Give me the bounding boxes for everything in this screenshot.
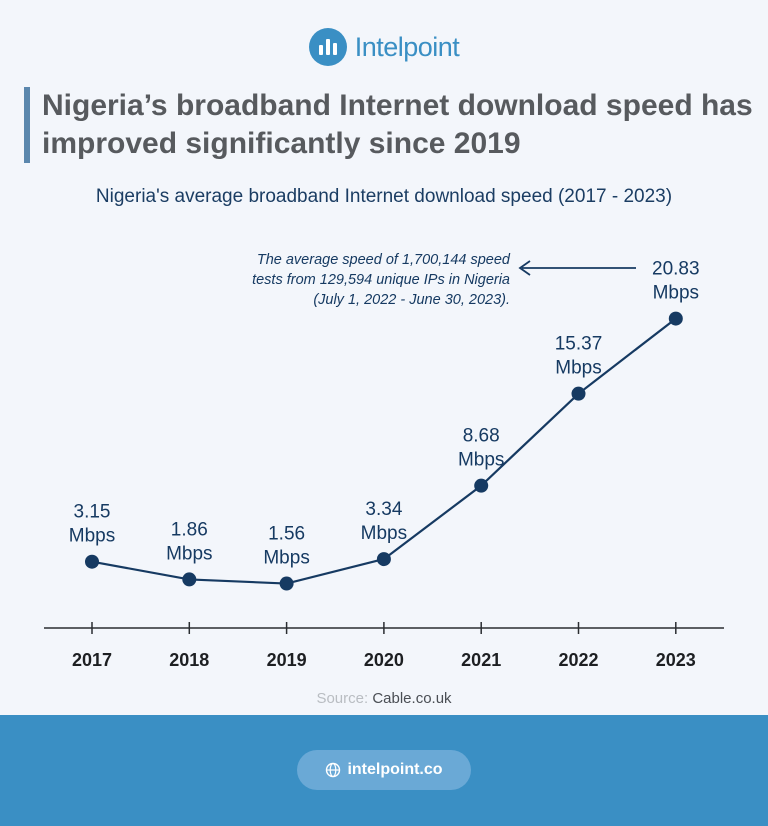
x-tick-label: 2018: [169, 650, 209, 670]
website-url: intelpoint.co: [347, 761, 443, 778]
data-point: [376, 552, 391, 567]
data-label-value: 20.83: [652, 259, 700, 280]
data-label-value: 3.15: [74, 502, 111, 523]
source-label: Source:: [316, 690, 369, 707]
data-label-value: 3.34: [365, 499, 402, 520]
x-tick-label: 2022: [558, 650, 598, 670]
annotation-arrowhead: [518, 260, 531, 276]
data-point: [571, 386, 586, 401]
data-point: [474, 478, 489, 493]
brand-name: Intelpoint: [354, 31, 460, 62]
data-label-value: 15.37: [555, 334, 603, 355]
x-tick-label: 2020: [364, 650, 404, 670]
data-label-unit: Mbps: [166, 543, 212, 564]
data-label-unit: Mbps: [653, 283, 699, 304]
data-label-value: 1.56: [268, 524, 305, 545]
data-label-value: 1.86: [171, 519, 208, 540]
data-point: [182, 572, 197, 587]
data-point: [85, 554, 99, 569]
x-tick-label: 2023: [656, 650, 696, 670]
globe-icon: [326, 762, 341, 778]
annotation-line: (July 1, 2022 - June 30, 2023).: [313, 292, 510, 308]
data-point: [668, 311, 683, 326]
website-link[interactable]: intelpoint.co: [297, 750, 471, 790]
headline: Nigeria’s broadband Internet download sp…: [24, 87, 768, 163]
annotation-line: tests from 129,594 unique IPs in Nigeria: [252, 272, 510, 288]
line-chart: 2017 2018 2019 2020 2021 2022 2023 3.15 Mbps 1.86…: [44, 252, 724, 670]
brand-logo: Intelpoint: [0, 28, 768, 66]
data-point: [279, 576, 294, 591]
source-value: Cable.co.uk: [372, 690, 452, 707]
x-tick-label: 2021: [461, 650, 501, 670]
chart-title: Nigeria's average broadband Internet dow…: [95, 186, 673, 207]
footer-band: intelpoint.co: [0, 715, 768, 826]
data-label-value: 8.68: [463, 426, 500, 447]
data-label-unit: Mbps: [263, 548, 309, 569]
x-tick-label: 2019: [267, 650, 307, 670]
bar-chart-icon: [308, 28, 347, 66]
data-label-unit: Mbps: [458, 450, 504, 471]
annotation-line: The average speed of 1,700,144 speed: [257, 252, 511, 268]
source-line: Source: Cable.co.uk: [0, 690, 768, 707]
x-tick-label: 2017: [72, 650, 112, 670]
data-label-unit: Mbps: [361, 523, 407, 544]
data-label-unit: Mbps: [555, 358, 601, 379]
data-label-unit: Mbps: [69, 526, 115, 547]
